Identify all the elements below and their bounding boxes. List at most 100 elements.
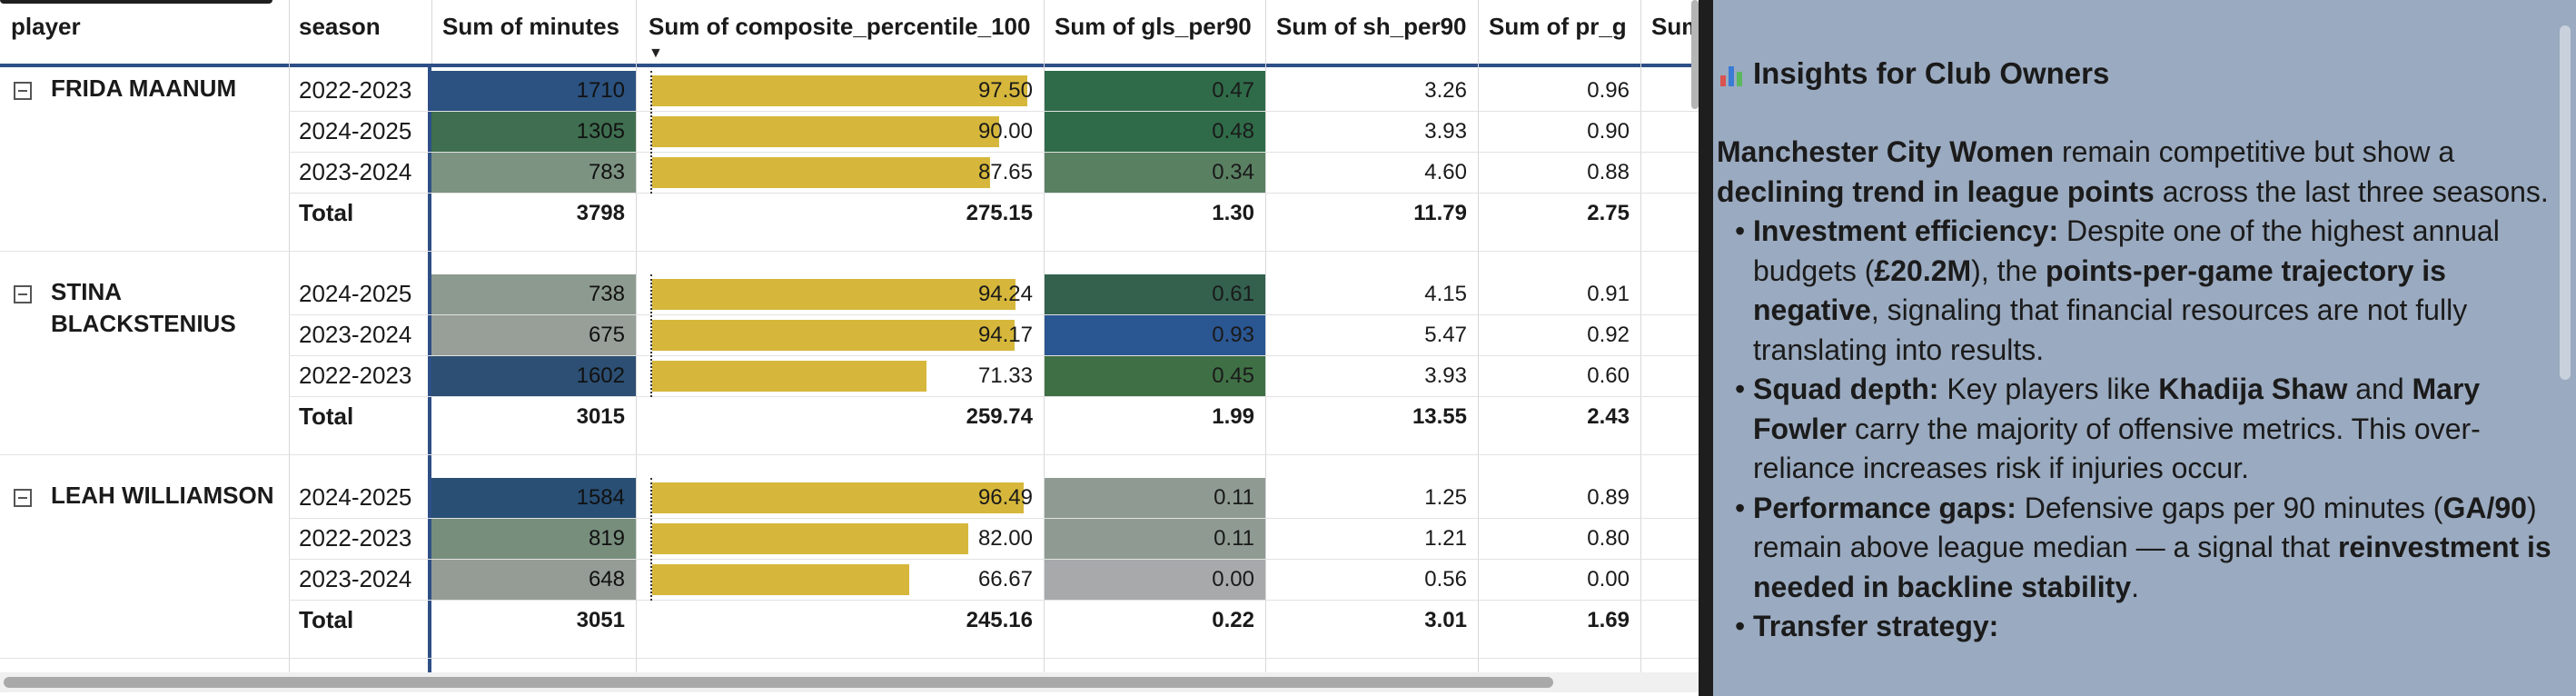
- composite-cell: 96.49: [977, 485, 1033, 510]
- sh-cell: 3.26: [1424, 78, 1467, 103]
- total-gls-cell: 1.30: [1212, 201, 1254, 225]
- composite-cell: 94.24: [977, 282, 1033, 306]
- total-minutes-cell: 3051: [576, 608, 625, 632]
- column-header-season[interactable]: season: [299, 13, 381, 40]
- total-gls-cell: 0.22: [1212, 608, 1254, 632]
- column-divider: [636, 0, 637, 672]
- insights-list: Investment efficiency: Despite one of th…: [1717, 212, 2552, 647]
- bar-axis-line: [650, 274, 652, 397]
- sh-cell: 3.93: [1424, 363, 1467, 388]
- gls-heat-cell: [1045, 112, 1265, 152]
- minutes-heat-cell: [431, 112, 636, 152]
- composite-cell: 66.67: [977, 567, 1033, 592]
- column-header-minutes[interactable]: Sum of minutes: [442, 13, 620, 40]
- minutes-cell: 1602: [576, 363, 625, 388]
- row-divider: [289, 193, 1699, 194]
- row-divider: [289, 600, 1699, 601]
- minutes-heat-cell: [431, 274, 636, 314]
- group-divider: [0, 251, 1699, 252]
- total-minutes-cell: 3015: [576, 404, 625, 429]
- player-name: FRIDA MAANUM: [51, 75, 237, 102]
- collapse-toggle-icon[interactable]: [14, 489, 32, 507]
- pr-cell: 0.90: [1587, 119, 1630, 144]
- column-header-gls[interactable]: Sum of gls_per90: [1055, 13, 1252, 40]
- composite-bar: [652, 157, 990, 188]
- minutes-heat-cell: [431, 315, 636, 355]
- minutes-cell: 648: [588, 567, 625, 592]
- collapse-toggle-icon[interactable]: [14, 285, 32, 303]
- composite-bar: [652, 482, 1024, 513]
- minutes-heat-cell: [431, 519, 636, 559]
- gls-heat-cell: [1045, 71, 1265, 111]
- gls-heat-cell: [1045, 315, 1265, 355]
- composite-bar: [652, 116, 999, 147]
- bar-chart-icon: [1720, 63, 1744, 86]
- insights-intro: Manchester City Women remain competitive…: [1717, 135, 2549, 208]
- minutes-cell: 1305: [576, 119, 625, 144]
- sh-cell: 1.21: [1424, 526, 1467, 551]
- minutes-cell: 1584: [576, 485, 625, 510]
- row-header-divider: [428, 65, 431, 672]
- vertical-scrollbar-thumb[interactable]: [1691, 0, 1699, 109]
- row-divider: [289, 152, 1699, 153]
- composite-cell: 90.00: [977, 119, 1033, 144]
- pr-cell: 0.91: [1587, 282, 1630, 306]
- total-label: Total: [299, 403, 354, 430]
- player-name: STINA BLACKSTENIUS: [51, 278, 236, 337]
- column-divider: [289, 0, 290, 672]
- row-divider: [289, 559, 1699, 560]
- minutes-heat-cell: [431, 356, 636, 396]
- column-header-next[interactable]: Sum: [1651, 13, 1699, 40]
- insights-scrollbar[interactable]: [2560, 25, 2571, 380]
- gls-cell: 0.48: [1212, 119, 1254, 144]
- composite-cell: 82.00: [977, 526, 1033, 551]
- minutes-heat-cell: [431, 71, 636, 111]
- pr-cell: 0.00: [1587, 567, 1630, 592]
- column-header-composite[interactable]: Sum of composite_percentile_100: [649, 13, 1031, 40]
- total-composite-cell: 275.15: [966, 201, 1033, 225]
- column-header-sh[interactable]: Sum of sh_per90: [1276, 13, 1467, 40]
- total-minutes-cell: 3798: [576, 201, 625, 225]
- composite-bar: [652, 279, 1016, 310]
- gls-cell: 0.34: [1212, 160, 1254, 184]
- sort-descending-icon[interactable]: ▼: [649, 45, 663, 61]
- gls-cell: 0.47: [1212, 78, 1254, 103]
- season-cell: 2023-2024: [299, 158, 412, 185]
- sh-cell: 4.60: [1424, 160, 1467, 184]
- minutes-cell: 819: [588, 526, 625, 551]
- column-header-pr[interactable]: Sum of pr_g: [1489, 13, 1627, 40]
- player-name: LEAH WILLIAMSON: [51, 482, 274, 509]
- bar-axis-line: [650, 71, 652, 194]
- total-composite-cell: 245.16: [966, 608, 1033, 632]
- insight-performance-gaps: Performance gaps: Defensive gaps per 90 …: [1717, 489, 2552, 608]
- composite-cell: 97.50: [977, 78, 1033, 103]
- visual-top-handle[interactable]: [0, 0, 272, 4]
- total-label: Total: [299, 606, 354, 633]
- season-cell: 2024-2025: [299, 483, 412, 511]
- panel-divider: [1699, 0, 1713, 696]
- group-divider: [0, 454, 1699, 455]
- season-cell: 2022-2023: [299, 524, 412, 552]
- column-header-player[interactable]: player: [11, 13, 81, 40]
- column-divider: [1640, 0, 1641, 672]
- minutes-cell: 675: [588, 323, 625, 347]
- minutes-cell: 783: [588, 160, 625, 184]
- collapse-toggle-icon[interactable]: [14, 82, 32, 100]
- gls-cell: 0.11: [1214, 526, 1254, 551]
- pr-cell: 0.80: [1587, 526, 1630, 551]
- total-sh-cell: 13.55: [1412, 404, 1467, 429]
- pr-cell: 0.92: [1587, 323, 1630, 347]
- column-divider: [1265, 0, 1266, 672]
- row-divider: [289, 314, 1699, 315]
- season-cell: 2022-2023: [299, 76, 412, 104]
- horizontal-scrollbar[interactable]: [0, 672, 1699, 692]
- horizontal-scrollbar-thumb[interactable]: [4, 677, 1553, 688]
- column-divider: [431, 0, 432, 64]
- insights-body: Manchester City Women remain competitive…: [1717, 133, 2552, 647]
- pr-cell: 0.89: [1587, 485, 1630, 510]
- row-divider: [289, 396, 1699, 397]
- matrix-visual[interactable]: player season Sum of minutes Sum of comp…: [0, 0, 1699, 696]
- gls-heat-cell: [1045, 356, 1265, 396]
- composite-bar: [652, 75, 1027, 106]
- insight-squad-depth: Squad depth: Key players like Khadija Sh…: [1717, 370, 2552, 489]
